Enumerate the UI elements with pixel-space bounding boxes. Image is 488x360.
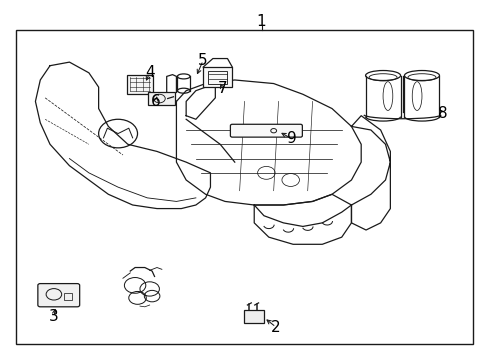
Text: 6: 6	[151, 94, 161, 109]
Bar	[63, 293, 72, 300]
Bar	[127, 75, 152, 94]
Text: 9: 9	[286, 131, 296, 147]
FancyBboxPatch shape	[38, 284, 80, 307]
Bar	[207, 71, 227, 84]
Bar	[244, 310, 264, 323]
Bar	[203, 67, 232, 87]
FancyBboxPatch shape	[230, 124, 302, 137]
Bar	[16, 30, 472, 344]
Text: 3: 3	[49, 309, 59, 324]
Bar	[148, 92, 175, 105]
Text: 4: 4	[144, 65, 154, 80]
Text: 1: 1	[256, 14, 266, 28]
Text: 8: 8	[437, 107, 447, 121]
Text: 7: 7	[217, 81, 227, 96]
Text: 2: 2	[271, 320, 280, 335]
Text: 5: 5	[198, 53, 207, 68]
